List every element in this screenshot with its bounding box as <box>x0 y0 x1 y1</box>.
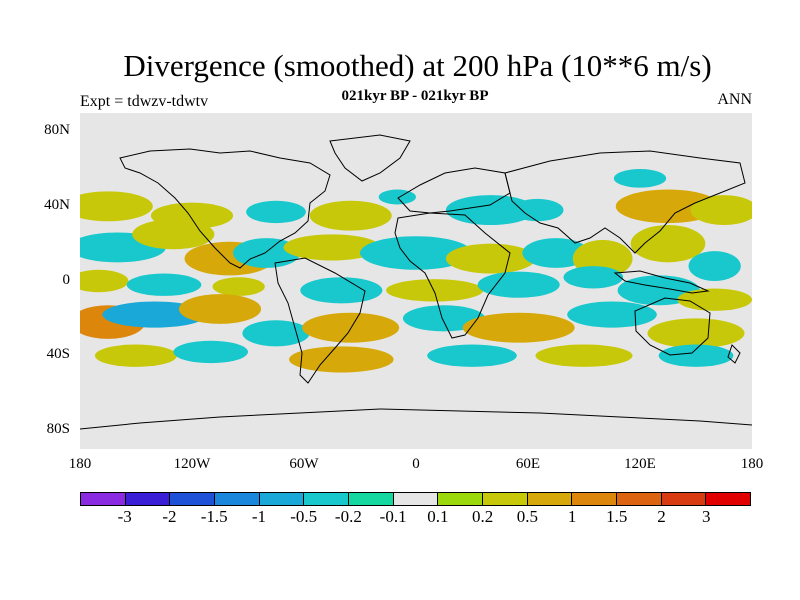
divergence-contour <box>80 269 129 293</box>
colorbar-label: 1 <box>567 507 577 526</box>
divergence-contour <box>94 344 178 367</box>
coastline-asia <box>504 150 746 254</box>
divergence-contour <box>386 279 484 302</box>
map-plot <box>80 113 752 449</box>
colorbar-label: -0.5 <box>290 507 318 526</box>
divergence-contour <box>690 195 752 225</box>
colorbar-swatch <box>483 493 528 505</box>
x-tick-label: 120E <box>624 456 656 472</box>
colorbar-label: 3 <box>702 507 711 526</box>
colorbar-label: -0.1 <box>379 507 407 526</box>
colorbar-label: 0.1 <box>427 507 449 526</box>
divergence-contour <box>647 318 745 349</box>
divergence-contour <box>309 200 392 231</box>
x-tick-label: 180 <box>740 456 764 472</box>
y-tick-label: 0 <box>62 272 71 288</box>
colorbar-swatch <box>81 493 126 505</box>
divergence-contour <box>126 273 202 296</box>
colorbar-swatch <box>706 493 751 505</box>
divergence-contour <box>688 251 741 281</box>
divergence-contour <box>445 243 536 274</box>
divergence-contour <box>477 271 560 298</box>
divergence-contour <box>178 294 262 324</box>
colorbar-swatch <box>170 493 216 505</box>
divergence-contour <box>427 344 517 367</box>
chart-title: Divergence (smoothed) at 200 hPa (10**6 … <box>123 48 712 83</box>
experiment-label: Expt = tdwzv-tdwtv <box>80 93 209 110</box>
divergence-contour <box>658 344 734 367</box>
divergence-contour <box>289 346 394 373</box>
y-tick-label: 40N <box>44 197 70 213</box>
season-label: ANN <box>717 91 752 108</box>
colorbar <box>80 492 751 506</box>
colorbar-swatch <box>438 493 484 505</box>
x-tick-label: 60E <box>515 456 541 472</box>
y-tick-label: 80N <box>44 122 70 138</box>
colorbar-label: -1.5 <box>200 507 228 526</box>
coastline-australia <box>634 297 711 356</box>
colorbar-swatch <box>661 493 707 505</box>
coastline-antarctica <box>80 408 752 430</box>
divergence-contour <box>522 238 590 268</box>
colorbar-label: 0.2 <box>471 507 494 526</box>
colorbar-swatch <box>527 493 573 505</box>
x-tick-label: 60W <box>289 456 319 472</box>
colorbar-label: -2 <box>162 507 177 526</box>
divergence-contour <box>563 266 624 289</box>
colorbar-swatch <box>349 493 394 505</box>
colorbar-label: -1 <box>251 507 267 526</box>
divergence-contour <box>300 277 383 304</box>
divergence-contour <box>212 277 265 296</box>
coastline-africa <box>394 212 511 339</box>
coastlines <box>80 134 752 430</box>
colorbar-label: -3 <box>117 507 132 526</box>
colorbar-swatch <box>617 493 662 505</box>
coastline-north-america <box>119 148 331 269</box>
coastline-greenland <box>329 134 411 182</box>
divergence-contour <box>511 198 564 222</box>
divergence-contour <box>242 320 310 347</box>
colorbar-swatch <box>259 493 305 505</box>
divergence-contour <box>677 288 752 311</box>
colorbar-label: 0.5 <box>516 507 538 526</box>
divergence-contour <box>378 189 417 205</box>
coastline-new-zealand <box>727 344 741 364</box>
divergence-contour <box>462 312 575 343</box>
colorbar-swatch <box>304 493 350 505</box>
divergence-contour <box>80 191 153 222</box>
chart-subtitle: 021kyr BP - 021kyr BP <box>341 88 489 104</box>
divergence-contour <box>173 340 248 364</box>
colorbar-swatch <box>572 493 618 505</box>
divergence-contour <box>630 225 706 263</box>
x-tick-label: 120W <box>173 456 211 472</box>
x-tick-label: 180 <box>68 456 92 472</box>
colorbar-label: 1.5 <box>606 507 628 526</box>
divergence-contour <box>535 344 633 367</box>
colorbar-swatch <box>215 493 260 505</box>
divergence-contour <box>283 234 381 261</box>
colorbar-swatch <box>125 493 171 505</box>
divergence-contour <box>567 301 657 328</box>
divergence-contour <box>233 238 301 268</box>
colorbar-label: -0.2 <box>334 507 362 526</box>
coastline-indonesia <box>613 270 710 294</box>
coastline-south-america <box>274 257 366 384</box>
coastline-europe <box>397 167 511 214</box>
y-tick-label: 80S <box>46 421 70 437</box>
divergence-contour <box>613 169 667 188</box>
divergence-contour <box>132 219 215 250</box>
x-tick-label: 0 <box>412 456 420 472</box>
colorbar-label: 2 <box>657 507 666 526</box>
map-svg <box>80 113 752 449</box>
divergence-contour <box>360 236 472 270</box>
y-tick-label: 40S <box>46 346 70 362</box>
divergence-contour <box>246 200 306 224</box>
colorbar-swatch <box>393 493 439 505</box>
